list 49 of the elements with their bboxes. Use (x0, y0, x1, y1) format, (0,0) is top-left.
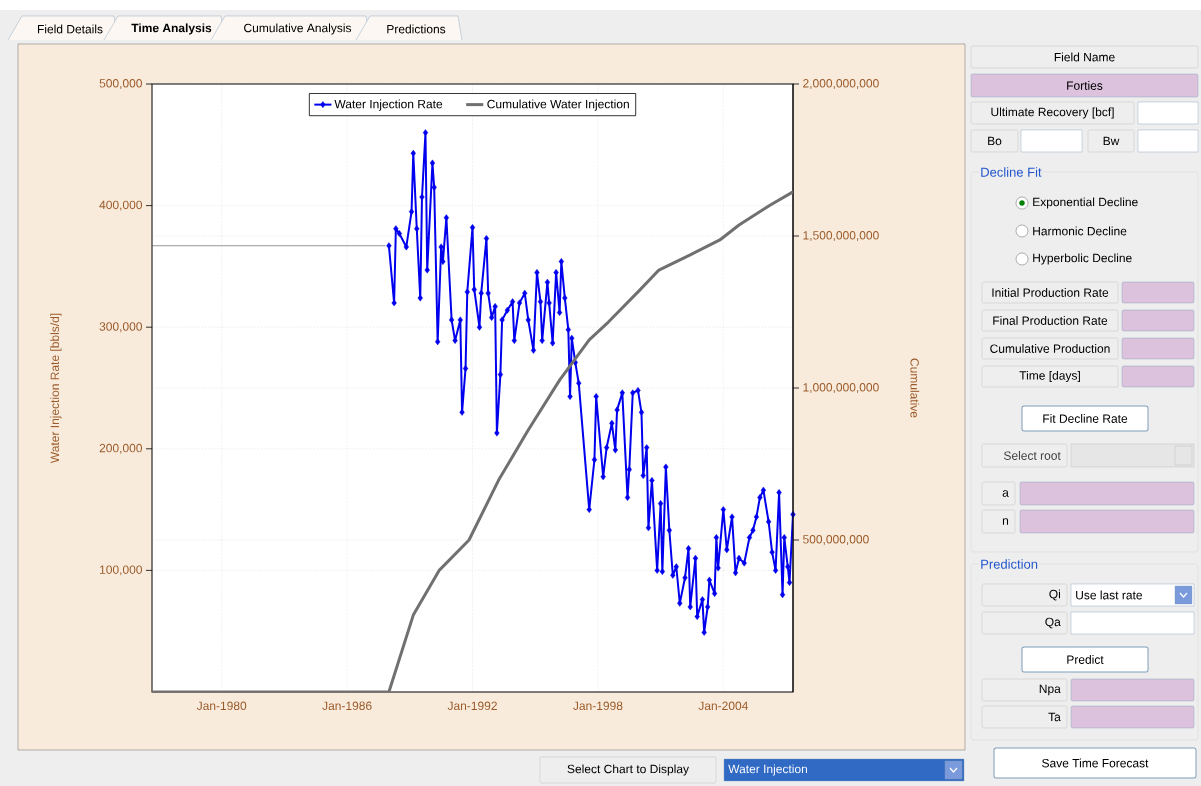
y-tick-label: 200,000 (99, 443, 143, 454)
text: Select root (1003, 451, 1061, 460)
text: Exponential Decline (1033, 197, 1138, 209)
y2-tick-label: 1,500,000,000 (803, 231, 879, 241)
x-tick-label: Jan-1986 (322, 701, 372, 711)
text: Qa (1045, 617, 1061, 629)
y2-axis-title: Cumulative (910, 358, 920, 418)
text: Hyperbolic Decline (1033, 253, 1132, 265)
y-axis-title: Water Injection Rate [bbls/d] (50, 313, 62, 464)
x-tick-label: Jan-1992 (447, 701, 497, 711)
legend-label: Cumulative Water Injection (487, 99, 629, 111)
text: Bo (988, 136, 1002, 146)
x-tick-label: Jan-2004 (698, 701, 748, 711)
y2-tick-label: 500,000,000 (803, 535, 869, 545)
y-tick-label: 300,000 (99, 322, 143, 333)
text: Field Details (37, 24, 103, 34)
text: Water Injection (728, 764, 808, 776)
y2-tick-label: 2,000,000,000 (803, 79, 879, 89)
text: Select Chart to Display (567, 764, 689, 776)
y-tick-label: 500,000 (99, 79, 143, 89)
text: Use last rate (1076, 590, 1143, 600)
text: Harmonic Decline (1033, 226, 1127, 236)
text: Prediction (981, 559, 1038, 569)
legend-label: Water Injection Rate (334, 99, 443, 111)
text: Ta (1048, 712, 1061, 722)
text: Cumulative Production (990, 344, 1110, 353)
text: Decline Fit (981, 167, 1042, 177)
text: Field Name (1054, 52, 1115, 62)
x-tick-label: Jan-1998 (573, 701, 623, 711)
text: Initial Production Rate (992, 288, 1109, 297)
y-tick-label: 100,000 (100, 565, 143, 576)
text: Final Production Rate (993, 316, 1108, 325)
text: Forties (1067, 81, 1103, 90)
x-tick-label: Jan-1980 (196, 701, 247, 711)
text: Fit Decline Rate (1043, 414, 1128, 423)
text: Bw (1103, 136, 1120, 146)
text: Cumulative Analysis (244, 23, 352, 35)
y2-tick-label: 1,000,000,000 (803, 383, 879, 393)
text: a (1002, 490, 1009, 497)
text: Time [days] (1019, 370, 1080, 383)
text: Qi (1049, 589, 1060, 601)
text: n (1002, 518, 1009, 525)
text: Npa (1039, 684, 1061, 696)
text: Save Time Forecast (1042, 758, 1149, 768)
text: Time Analysis (131, 23, 212, 35)
text: Predict (1067, 655, 1104, 664)
text: Predictions (387, 24, 446, 34)
text: Ultimate Recovery [bcf] (991, 107, 1114, 119)
y-tick-label: 400,000 (99, 200, 143, 211)
